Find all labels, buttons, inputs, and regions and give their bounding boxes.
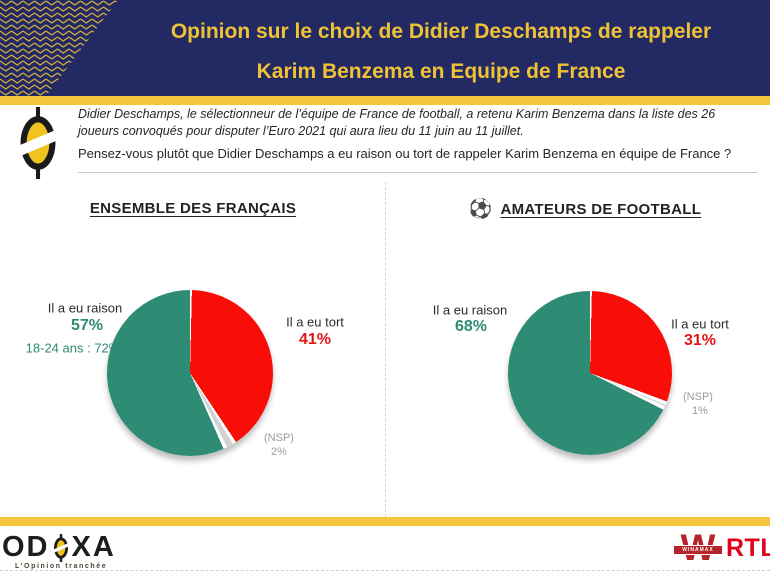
- odoxa-logo: OD XA: [2, 533, 116, 562]
- pie-chart-amateurs: [508, 291, 672, 455]
- section-title-ensemble-label: ENSEMBLE DES FRANÇAIS: [89, 200, 297, 217]
- chevron-pattern-decoration: [0, 0, 118, 96]
- value-nsp-left: 2%: [271, 446, 287, 458]
- header-banner: Opinion sur le choix de Didier Deschamps…: [0, 0, 770, 96]
- value-nsp-right: 1%: [692, 405, 708, 417]
- value-tort-left: 41%: [298, 331, 332, 348]
- page-title: Opinion sur le choix de Didier Deschamps…: [120, 12, 762, 92]
- section-title-ensemble: ENSEMBLE DES FRANÇAIS: [33, 200, 353, 217]
- bottom-dashed-line: [0, 570, 770, 571]
- rtl-logo: RTL: [726, 534, 770, 562]
- value-raison-right: 68%: [454, 318, 488, 335]
- footer-accent-bar: [0, 517, 770, 526]
- football-icon: ⚽: [468, 199, 493, 220]
- odoxa-mark-icon: [16, 107, 60, 179]
- page-title-line2: Karim Benzema en Equipe de France: [256, 60, 626, 83]
- label-raison-right: Il a eu raison: [432, 302, 508, 318]
- label-nsp-right: (NSP): [683, 391, 713, 403]
- section-title-amateurs: ⚽ AMATEURS DE FOOTBALL: [425, 200, 745, 219]
- value-raison-left: 57%: [70, 317, 104, 334]
- horizontal-divider: [78, 172, 757, 173]
- odoxa-logo-suffix: XA: [71, 531, 116, 563]
- label-tort-left: Il a eu tort: [286, 314, 344, 330]
- question-text: Pensez-vous plutôt que Didier Deschamps …: [78, 146, 732, 161]
- question-block: Didier Deschamps, le sélectionneur de l’…: [78, 106, 756, 162]
- winamax-logo: W WINAMAX: [673, 528, 723, 570]
- label-raison-left: Il a eu raison: [47, 300, 123, 316]
- header-accent-bar: [0, 96, 770, 105]
- vertical-dashed-divider: [385, 182, 386, 517]
- label-nsp-left: (NSP): [264, 432, 294, 444]
- question-context: Didier Deschamps, le sélectionneur de l’…: [78, 107, 716, 138]
- pie-chart-ensemble: [107, 290, 273, 456]
- label-tort-right: Il a eu tort: [671, 316, 729, 332]
- page-title-line1: Opinion sur le choix de Didier Deschamps…: [170, 20, 712, 43]
- odoxa-logo-o-icon: [50, 533, 71, 562]
- value-tort-right: 31%: [683, 332, 717, 349]
- annotation-18-24: 18-24 ans : 72%: [25, 340, 121, 356]
- section-title-amateurs-label: AMATEURS DE FOOTBALL: [500, 201, 702, 218]
- winamax-banner-label: WINAMAX: [673, 545, 723, 555]
- odoxa-logo-prefix: OD: [2, 531, 50, 563]
- footer: OD XA L’Opinion tranchée W WINAMAX RTL: [0, 526, 770, 573]
- odoxa-tagline: L’Opinion tranchée: [15, 563, 108, 570]
